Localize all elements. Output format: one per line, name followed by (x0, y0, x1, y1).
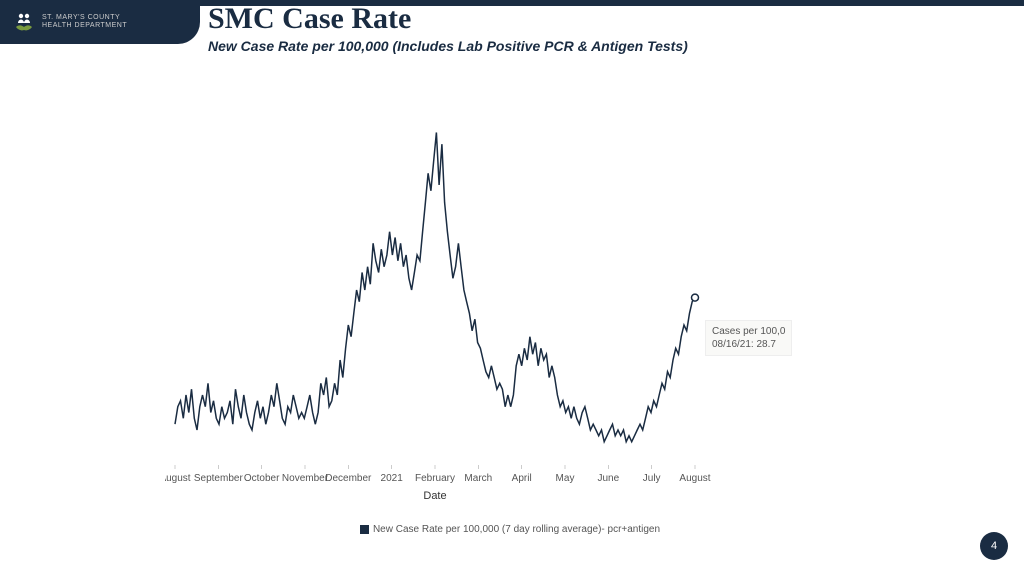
page-number: 4 (991, 540, 997, 552)
svg-text:Date: Date (423, 490, 446, 502)
page-subtitle: New Case Rate per 100,000 (Includes Lab … (208, 38, 688, 54)
svg-text:August: August (165, 473, 191, 484)
svg-text:March: March (464, 473, 492, 484)
case-rate-chart: AugustSeptemberOctoberNovemberDecember20… (165, 105, 855, 535)
svg-text:June: June (597, 473, 619, 484)
chart-tooltip: Cases per 100,0 08/16/21: 28.7 (705, 320, 792, 356)
org-line1: ST. MARY'S COUNTY (42, 14, 127, 22)
svg-text:April: April (512, 473, 532, 484)
tooltip-line2: 08/16/21: 28.7 (712, 338, 785, 351)
title-block: SMC Case Rate New Case Rate per 100,000 … (208, 2, 688, 54)
svg-text:August: August (679, 473, 710, 484)
page-title: SMC Case Rate (208, 2, 688, 36)
svg-text:May: May (556, 473, 575, 484)
org-logo: ST. MARY'S COUNTY HEALTH DEPARTMENT (12, 10, 127, 34)
people-leaf-icon (12, 10, 36, 34)
svg-text:July: July (643, 473, 661, 484)
svg-text:February: February (415, 473, 455, 484)
header-band: ST. MARY'S COUNTY HEALTH DEPARTMENT (0, 0, 200, 44)
svg-text:December: December (325, 473, 372, 484)
svg-text:November: November (282, 473, 329, 484)
svg-text:September: September (194, 473, 244, 484)
svg-text:2021: 2021 (381, 473, 404, 484)
svg-text:October: October (244, 473, 280, 484)
tooltip-line1: Cases per 100,0 (712, 325, 785, 338)
legend-swatch (360, 525, 369, 534)
legend-label: New Case Rate per 100,000 (7 day rolling… (373, 524, 660, 535)
org-line2: HEALTH DEPARTMENT (42, 22, 127, 30)
chart-legend: New Case Rate per 100,000 (7 day rolling… (165, 524, 855, 535)
page-number-badge: 4 (980, 532, 1008, 560)
